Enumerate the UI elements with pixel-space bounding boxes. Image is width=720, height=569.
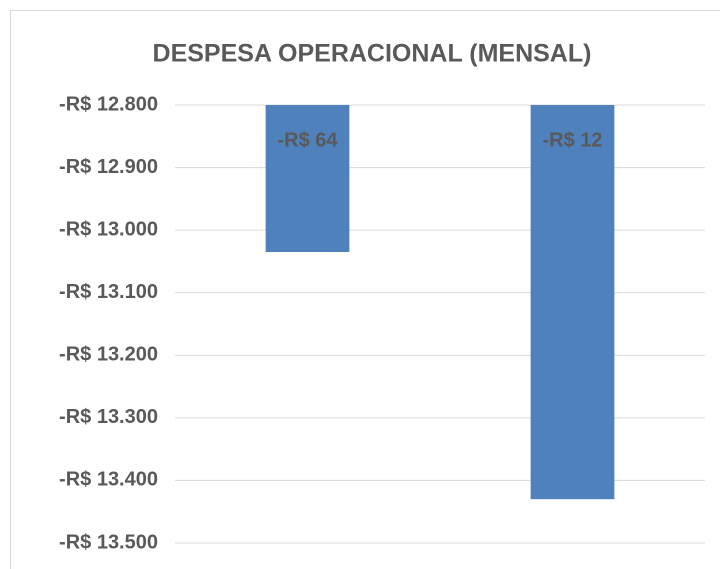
y-tick-label: -R$ 12.900 [59,156,158,178]
y-tick-label: -R$ 13.100 [59,281,158,303]
y-tick-label: -R$ 13.300 [59,406,158,428]
y-tick-label: -R$ 13.500 [59,531,158,553]
y-tick-label: -R$ 13.200 [59,344,158,366]
bar [265,105,350,253]
y-tick-label: -R$ 12.800 [59,93,158,115]
bar [530,105,615,500]
y-tick-label: -R$ 13.000 [59,218,158,240]
annotation: -R$ 12 [542,129,602,151]
y-tick-label: -R$ 13.400 [59,469,158,491]
chart-title: DESPESA OPERACIONAL (MENSAL) [153,40,592,68]
annotation: -R$ 64 [277,129,338,151]
